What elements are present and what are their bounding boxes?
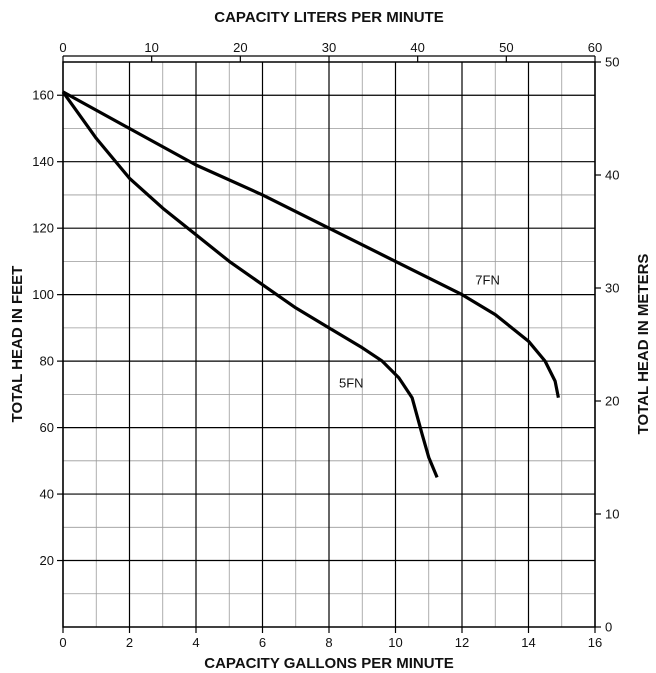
x-tick-label: 14 — [521, 635, 535, 650]
y-tick-label: 40 — [40, 487, 54, 502]
series-line-7fn — [62, 90, 560, 399]
x2-axis-ticks: 0 10 20 30 40 50 60 — [59, 40, 602, 62]
x2-tick-label: 60 — [588, 40, 602, 55]
y-tick-label: 20 — [40, 553, 54, 568]
x2-tick-label: 30 — [322, 40, 336, 55]
grid-major — [62, 62, 596, 627]
y-axis-title: TOTAL HEAD IN FEET — [9, 266, 26, 423]
x2-tick-label: 10 — [144, 40, 158, 55]
y2-tick-label: 30 — [605, 281, 619, 296]
y-tick-label: 80 — [40, 354, 54, 369]
x2-tick-label: 40 — [410, 40, 424, 55]
y-tick-label: 140 — [32, 154, 54, 169]
x-tick-label: 0 — [59, 635, 66, 650]
x2-axis-title: CAPACITY LITERS PER MINUTE — [214, 9, 443, 26]
y-tick-label: 160 — [32, 88, 54, 103]
x-tick-label: 4 — [192, 635, 199, 650]
y2-tick-label: 40 — [605, 168, 619, 183]
y2-axis-ticks: 0 10 20 30 40 50 — [595, 55, 619, 635]
x2-tick-label: 50 — [499, 40, 513, 55]
x-axis-ticks: 0 2 4 6 8 10 12 14 16 — [59, 627, 602, 650]
series-label-5fn: 5FN — [339, 376, 364, 391]
y-tick-label: 100 — [32, 287, 54, 302]
y-axis-ticks: 20 40 60 80 100 120 140 160 — [32, 88, 63, 568]
x-tick-label: 10 — [388, 635, 402, 650]
x-axis-title: CAPACITY GALLONS PER MINUTE — [204, 655, 453, 672]
x2-tick-label: 0 — [59, 40, 66, 55]
y2-tick-label: 50 — [605, 55, 619, 70]
y-tick-label: 60 — [40, 420, 54, 435]
x-tick-label: 6 — [259, 635, 266, 650]
y-tick-label: 120 — [32, 221, 54, 236]
x-tick-label: 12 — [455, 635, 469, 650]
series-layer: 5FN 7FN — [61, 90, 560, 479]
x-tick-label: 8 — [325, 635, 332, 650]
series-line-5fn — [61, 90, 439, 479]
y2-tick-label: 0 — [605, 620, 612, 635]
y2-tick-label: 10 — [605, 507, 619, 522]
x-tick-label: 2 — [126, 635, 133, 650]
x2-tick-label: 20 — [233, 40, 247, 55]
y2-tick-label: 20 — [605, 394, 619, 409]
x-tick-label: 16 — [588, 635, 602, 650]
series-label-7fn: 7FN — [475, 273, 500, 288]
y2-axis-title: TOTAL HEAD IN METERS — [635, 254, 652, 435]
